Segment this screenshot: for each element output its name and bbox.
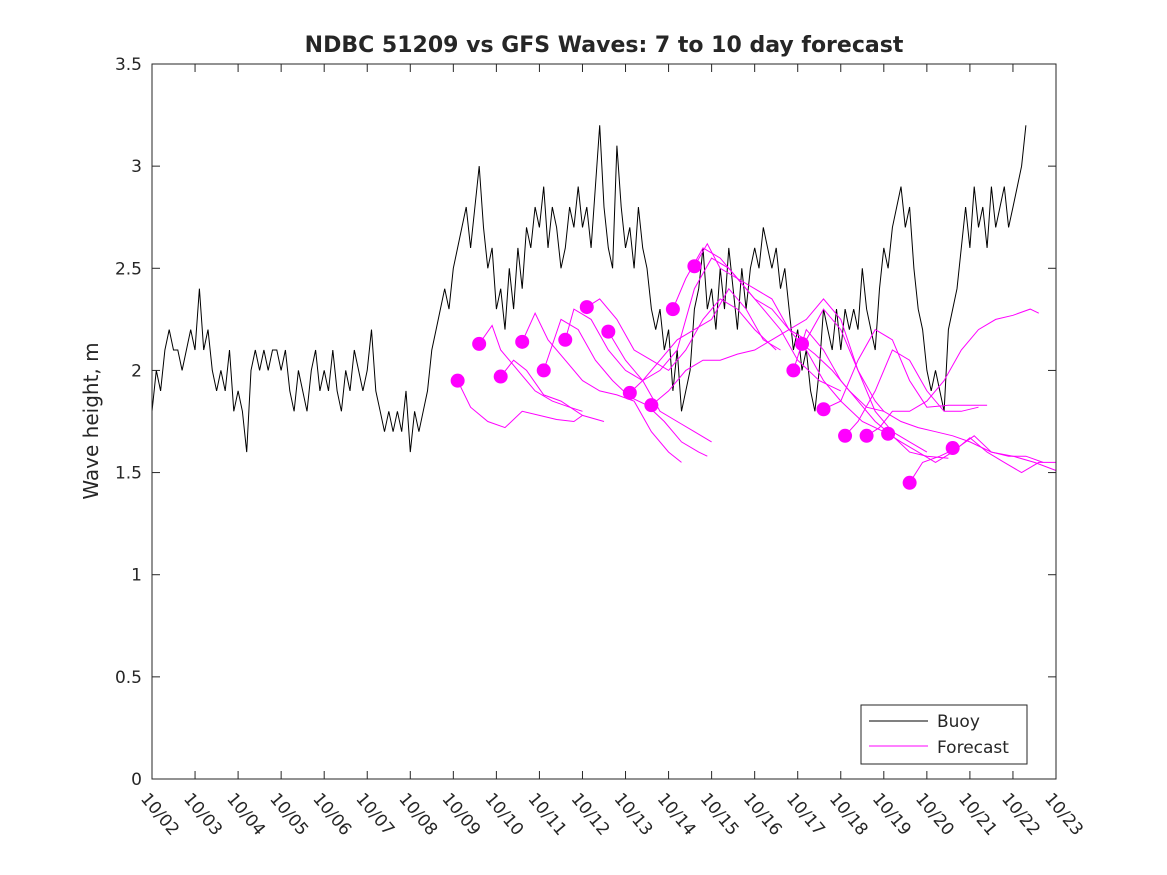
plot-box — [151, 63, 1057, 780]
y-tick-label: 1.5 — [115, 464, 142, 484]
forecast-series-line — [457, 380, 583, 429]
forecast-marker — [786, 363, 801, 378]
legend-buoy-label: Buoy — [937, 712, 980, 732]
forecast-marker — [859, 428, 874, 443]
forecast-marker — [644, 398, 659, 413]
forecast-series-line — [909, 435, 1044, 484]
forecast-marker — [795, 336, 810, 351]
forecast-series-line — [478, 324, 583, 412]
forecast-series-line — [564, 308, 712, 443]
forecast-marker — [665, 302, 680, 317]
forecast-series-line — [651, 298, 885, 412]
forecast-marker — [601, 324, 616, 339]
forecast-marker — [902, 475, 917, 490]
y-tick-label: 2.5 — [115, 259, 142, 279]
buoy-series-line — [151, 125, 1027, 453]
forecast-marker — [536, 363, 551, 378]
series-layer — [151, 125, 1057, 484]
legend-box — [860, 704, 1028, 765]
y-axis: 0 0.5 1 1.5 2 2.5 3 3.5 — [115, 55, 1056, 790]
forecast-series-line — [792, 328, 949, 459]
forecast-marker — [558, 332, 573, 347]
y-tick-label: 3 — [131, 157, 142, 177]
forecast-series-line — [801, 343, 1057, 471]
forecast-markers — [450, 259, 960, 490]
y-tick-label: 0 — [131, 770, 142, 790]
forecast-marker — [515, 334, 530, 349]
forecast-marker — [450, 373, 465, 388]
y-tick-label: 2 — [131, 361, 142, 381]
forecast-series-line — [866, 308, 1040, 437]
forecast-series-line — [500, 359, 605, 422]
forecast-marker — [687, 259, 702, 274]
forecast-series-line — [844, 349, 979, 437]
forecast-marker — [622, 385, 637, 400]
forecast-marker — [493, 369, 508, 384]
forecast-marker — [881, 426, 896, 441]
y-tick-label: 3.5 — [115, 55, 142, 75]
y-tick-label: 1 — [131, 566, 142, 586]
chart-title: NDBC 51209 vs GFS Waves: 7 to 10 day for… — [305, 33, 904, 58]
forecast-marker — [816, 402, 831, 417]
legend-forecast-label: Forecast — [937, 738, 1009, 758]
forecast-marker — [579, 300, 594, 315]
y-axis-label: Wave height, m — [79, 342, 103, 499]
y-tick-label: 0.5 — [115, 668, 142, 688]
forecast-series-line — [586, 298, 777, 372]
forecast-series-line — [521, 312, 682, 463]
legend: Buoy Forecast — [860, 704, 1028, 765]
forecast-series-line — [887, 433, 1056, 474]
forecast-marker — [945, 441, 960, 456]
forecast-series-line — [607, 287, 781, 382]
forecast-series-line — [823, 328, 988, 410]
forecast-marker — [472, 336, 487, 351]
forecast-marker — [838, 428, 853, 443]
